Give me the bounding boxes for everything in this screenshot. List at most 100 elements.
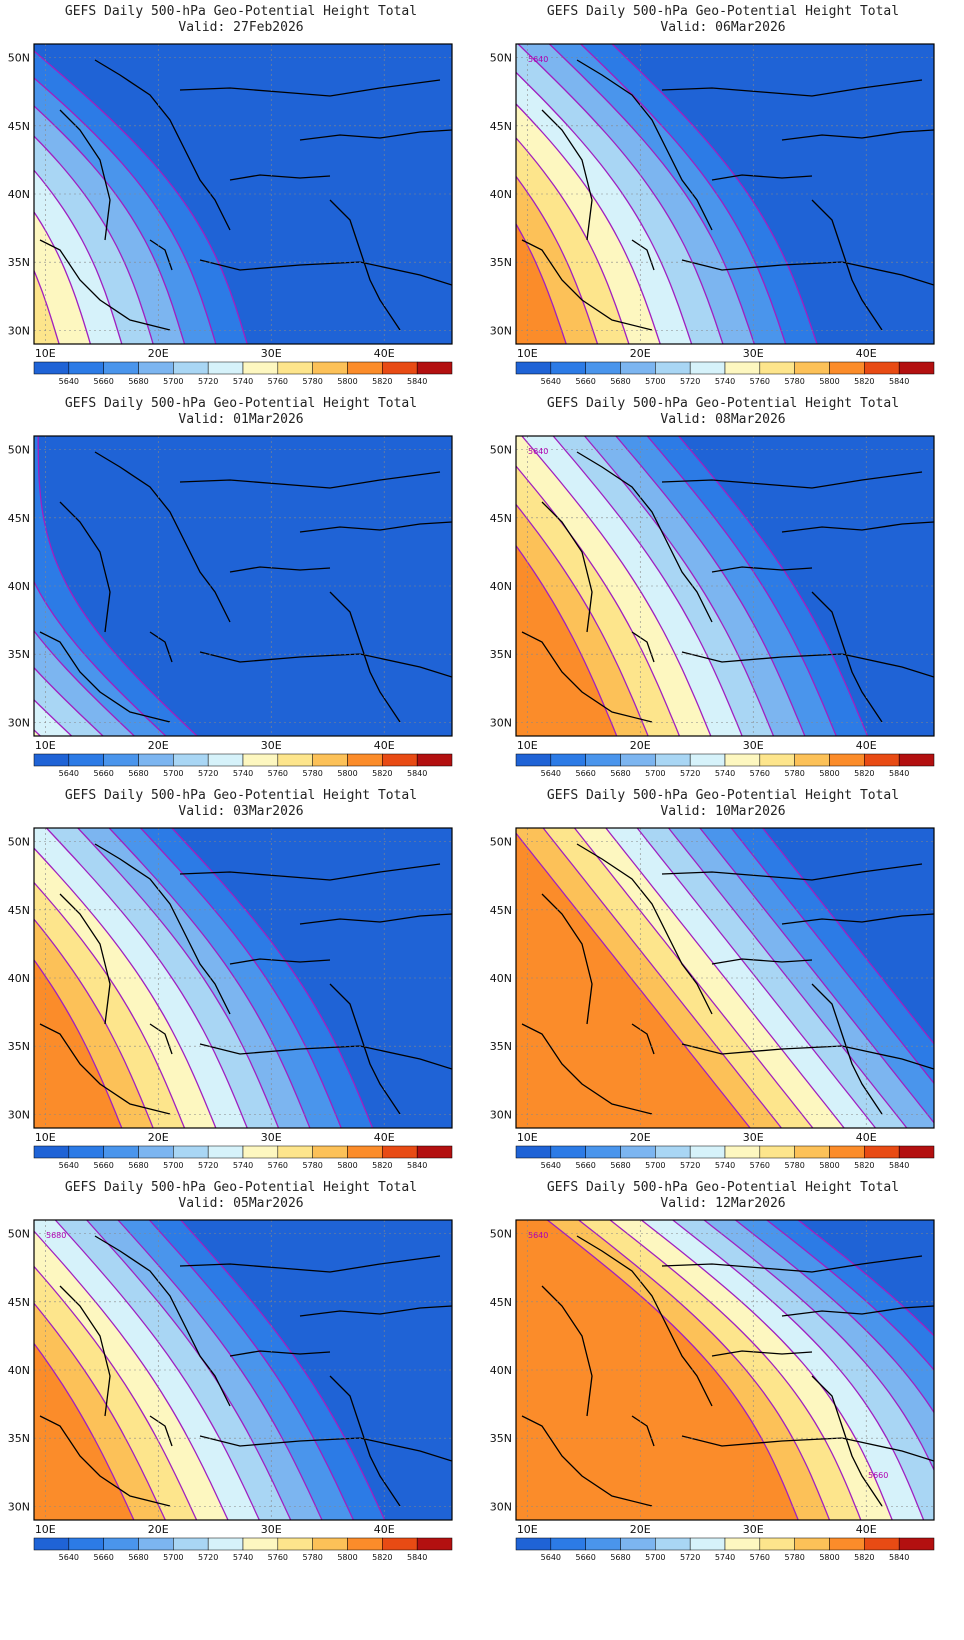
coastline	[149, 1415, 173, 1447]
colorbar-swatch	[242, 753, 279, 767]
colorbar-swatch	[242, 1145, 279, 1159]
colorbar-swatch	[689, 753, 726, 767]
coastline	[59, 501, 111, 633]
lat-tick-label: 35N	[8, 1040, 30, 1053]
map-frame	[33, 43, 453, 345]
colorbar-swatch	[416, 361, 453, 375]
colorbar-label: 5760	[268, 377, 288, 386]
colorbar-swatch	[864, 361, 900, 375]
contour-line	[516, 503, 649, 736]
colorbar-swatch	[207, 1537, 244, 1551]
colorbar-label: 5640	[59, 1553, 79, 1562]
coastline	[541, 109, 593, 241]
colorbar-label: 5760	[750, 1553, 770, 1562]
lon-tick-label: 10E	[35, 347, 56, 360]
coastline	[661, 863, 923, 881]
colorbar-label: 5740	[233, 1161, 253, 1170]
colorbar-swatch	[794, 361, 830, 375]
colorbar-label: 5780	[302, 1553, 322, 1562]
coastline	[661, 79, 923, 97]
contour-line	[34, 666, 104, 736]
contour-line	[171, 828, 374, 1128]
coastline	[179, 863, 441, 881]
map-frame	[33, 1219, 453, 1521]
lon-tick-label: 30E	[261, 739, 282, 752]
colorbar-swatch	[138, 753, 174, 767]
height-band	[516, 828, 751, 1128]
lon-tick-label: 40E	[856, 1523, 877, 1536]
colorbar-label: 5700	[645, 1553, 665, 1562]
coastline	[39, 1023, 171, 1115]
colorbar-swatch	[759, 1145, 795, 1159]
colorbar-swatch	[138, 361, 174, 375]
lon-tick-label: 30E	[261, 347, 282, 360]
panel-valid-date: Valid: 10Mar2026	[660, 804, 786, 819]
colorbar-swatch	[724, 1537, 761, 1551]
colorbar-swatch	[550, 753, 586, 767]
colorbar-swatch	[416, 753, 453, 767]
map-area	[516, 828, 934, 1128]
colorbar-label: 5680	[128, 769, 148, 778]
colorbar-label: 5840	[407, 1161, 427, 1170]
lat-tick-label: 50N	[490, 1228, 512, 1241]
colorbar-swatch	[173, 361, 209, 375]
lat-tick-label: 40N	[490, 972, 512, 985]
lon-tick-label: 30E	[261, 1523, 282, 1536]
colorbar-swatch	[864, 1145, 900, 1159]
lon-tick-label: 30E	[261, 1131, 282, 1144]
panel-title: GEFS Daily 500-hPa Geo-Potential Height …	[64, 4, 418, 19]
map-area	[34, 44, 452, 344]
coastline	[811, 591, 883, 723]
colorbar-label: 5780	[784, 1553, 804, 1562]
contour-line	[34, 268, 60, 344]
coastline	[59, 893, 111, 1025]
colorbar-swatch	[312, 753, 348, 767]
map-frame	[515, 827, 935, 1129]
contour-line	[34, 629, 135, 736]
colorbar-label: 5740	[233, 1553, 253, 1562]
lat-tick-label: 50N	[490, 444, 512, 457]
panel-title: GEFS Daily 500-hPa Geo-Potential Height …	[546, 1180, 900, 1195]
colorbar-label: 5780	[784, 769, 804, 778]
coastline	[521, 239, 653, 331]
contour-line	[699, 828, 934, 1124]
panel-title: GEFS Daily 500-hPa Geo-Potential Height …	[64, 1180, 418, 1195]
colorbar-label: 5700	[163, 769, 183, 778]
contour-line	[516, 175, 599, 344]
colorbar-swatch	[829, 1145, 865, 1159]
colorbar-label: 5720	[198, 377, 218, 386]
colorbar-swatch	[207, 1145, 244, 1159]
lon-tick-label: 30E	[743, 739, 764, 752]
lat-tick-label: 45N	[8, 904, 30, 917]
coastline	[631, 631, 655, 663]
colorbar-swatch	[724, 361, 761, 375]
lon-tick-label: 20E	[148, 1523, 169, 1536]
colorbar-swatch	[242, 1537, 279, 1551]
colorbar-swatch	[689, 361, 726, 375]
colorbar-swatch	[898, 361, 935, 375]
lon-tick-label: 20E	[630, 1523, 651, 1536]
colorbar-label: 5660	[575, 377, 595, 386]
lon-tick-label: 10E	[35, 739, 56, 752]
lat-tick-label: 30N	[8, 324, 30, 337]
contour-line	[54, 1220, 260, 1520]
height-band	[34, 436, 72, 736]
contour-line	[34, 210, 92, 344]
height-map: 50N 45N 40N 35N 30N 10E 20E 30E 40E 5640 5660 5680 5…	[8, 43, 453, 386]
colorbar-label: 5700	[645, 1161, 665, 1170]
lat-tick-label: 40N	[490, 188, 512, 201]
map-area	[34, 828, 452, 1128]
map-area	[34, 436, 452, 736]
lon-tick-label: 30E	[743, 347, 764, 360]
lon-tick-label: 20E	[148, 1131, 169, 1144]
map-area: 5640	[516, 44, 934, 344]
colorbar-label: 5820	[854, 377, 874, 386]
coastline	[39, 1415, 171, 1507]
map-frame	[33, 827, 453, 1129]
colorbar-label: 5700	[645, 377, 665, 386]
coastline	[59, 109, 111, 241]
coastline	[329, 1375, 401, 1507]
lon-tick-label: 30E	[743, 1523, 764, 1536]
coastline	[59, 1285, 111, 1417]
contour-line	[516, 832, 751, 1128]
